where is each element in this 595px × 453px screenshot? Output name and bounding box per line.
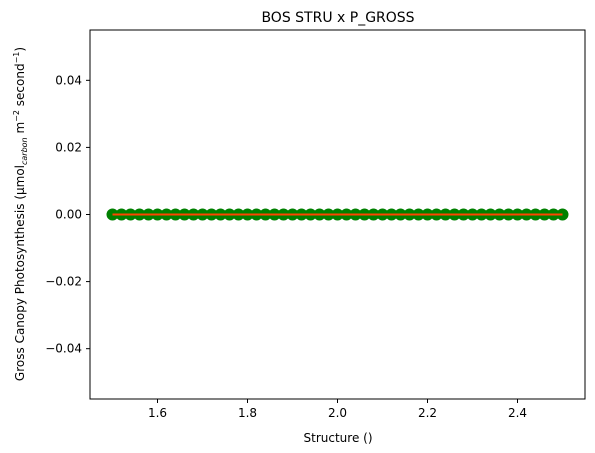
y-axis-label-suffix: ) — [13, 47, 27, 52]
x-tick-label: 2.4 — [508, 406, 527, 420]
y-tick-label: 0.02 — [55, 140, 82, 154]
y-axis-label-middle: m — [13, 122, 27, 138]
chart-title: BOS STRU x P_GROSS — [261, 10, 414, 26]
x-tick-label: 2.0 — [328, 406, 347, 420]
x-tick-label: 1.6 — [148, 406, 167, 420]
x-tick-label: 1.8 — [238, 406, 257, 420]
y-tick-label: 0.04 — [55, 73, 82, 87]
y-tick-label: −0.02 — [45, 275, 82, 289]
x-axis: 1.6 1.8 2.0 2.2 2.4 — [148, 399, 527, 420]
y-axis-label: Gross Canopy Photosynthesis (μmolcarbon … — [12, 47, 29, 381]
x-tick-label: 2.2 — [418, 406, 437, 420]
y-axis-label-sup1: −2 — [12, 110, 21, 122]
y-axis: 0.04 0.02 0.00 −0.02 −0.04 — [45, 73, 90, 356]
y-axis-label-prefix: Gross Canopy Photosynthesis (μmol — [13, 165, 27, 381]
y-axis-label-sup2: −1 — [12, 52, 21, 64]
y-tick-label: −0.04 — [45, 342, 82, 356]
y-axis-label-middle2: second — [13, 63, 27, 110]
y-tick-label: 0.00 — [55, 208, 82, 222]
y-axis-label-subscript: carbon — [20, 137, 29, 165]
x-axis-label: Structure () — [304, 431, 373, 445]
